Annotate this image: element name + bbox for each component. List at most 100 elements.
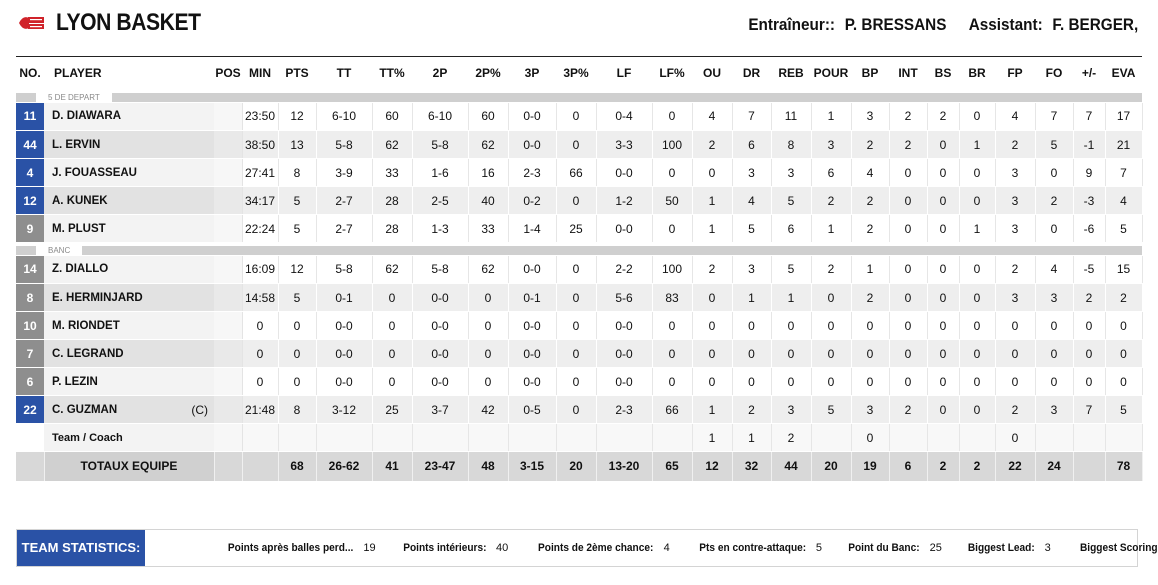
stat-cell: 0 bbox=[889, 186, 928, 215]
stat-cell: 0 bbox=[372, 367, 413, 396]
player-name-cell[interactable]: Z. DIALLO bbox=[44, 255, 214, 284]
stat-cell: 0 bbox=[468, 283, 509, 312]
team-stat-label: Pts en contre-attaque: bbox=[699, 542, 806, 554]
team-stat-item: Point du Banc: 25 bbox=[842, 542, 942, 554]
player-name-cell[interactable]: A. KUNEK bbox=[44, 186, 214, 215]
stat-cell: 42 bbox=[468, 395, 509, 424]
player-row[interactable]: 44 L. ERVIN 38:50 13 5-8 62 5-8 62 0-0 0 3-3 100 2 6 8… bbox=[16, 130, 1143, 159]
stat-cell: 100 bbox=[652, 130, 693, 159]
stat-cell: 28 bbox=[372, 186, 413, 215]
player-row[interactable]: 12 A. KUNEK 34:17 5 2-7 28 2-5 40 0-2 0 1-2 50 1 4 5 2 2… bbox=[16, 186, 1143, 215]
player-name[interactable]: A. KUNEK bbox=[52, 194, 108, 207]
stat-cell: 0-4 bbox=[596, 102, 653, 131]
stat-cell: 0 bbox=[771, 367, 812, 396]
jersey-number: 8 bbox=[16, 283, 44, 312]
stat-cell: 25 bbox=[372, 395, 413, 424]
player-row[interactable]: 4 J. FOUASSEAU 27:41 8 3-9 33 1-6 16 2-3 66 0-0 0 0 3… bbox=[16, 158, 1143, 187]
stat-cell: 1 bbox=[811, 102, 852, 131]
stat-cell: 0-0 bbox=[596, 311, 653, 340]
player-row[interactable]: 9 M. PLUST 22:24 5 2-7 28 1-3 33 1-4 25 0-0 0 1 5 6 1 2 0… bbox=[16, 214, 1143, 243]
stat-cell: 0 bbox=[995, 311, 1036, 340]
stat-cell: 23-47 bbox=[412, 451, 469, 481]
player-name[interactable]: M. PLUST bbox=[52, 222, 106, 235]
team-stat-value: 5 bbox=[815, 542, 823, 554]
player-name[interactable]: J. FOUASSEAU bbox=[52, 166, 137, 179]
stat-cell: 1 bbox=[851, 255, 890, 284]
position-cell bbox=[214, 395, 243, 424]
player-row[interactable]: 10 M. RIONDET 0 0 0-0 0 0-0 0 0-0 0 0-0 0 0 0 0 0 0 0 0 0 0 0… bbox=[16, 311, 1143, 340]
stat-cell: 2 bbox=[959, 451, 996, 481]
jersey-number: 10 bbox=[16, 311, 44, 340]
stat-cell: 2 bbox=[851, 130, 890, 159]
stat-cell bbox=[927, 423, 960, 452]
stat-cell: 0-1 bbox=[508, 283, 557, 312]
stat-cell: 62 bbox=[372, 255, 413, 284]
player-name[interactable]: E. HERMINJARD bbox=[52, 291, 143, 304]
column-header: TT% bbox=[372, 56, 412, 90]
stat-cell: 0-0 bbox=[412, 367, 469, 396]
stat-cell: 1 bbox=[959, 214, 996, 243]
stat-cell: -3 bbox=[1073, 186, 1106, 215]
stat-cell: 40 bbox=[468, 186, 509, 215]
stat-cell: 0-0 bbox=[508, 255, 557, 284]
stat-cell: 1 bbox=[771, 283, 812, 312]
stat-cell: 62 bbox=[372, 130, 413, 159]
stat-cell: 4 bbox=[851, 158, 890, 187]
stat-cell: 0 bbox=[556, 102, 597, 131]
player-row[interactable]: 11 D. DIAWARA 23:50 12 6-10 60 6-10 60 0-0 0 0-4 0 4… bbox=[16, 102, 1143, 131]
position-cell bbox=[214, 130, 243, 159]
player-row[interactable]: 7 C. LEGRAND 0 0 0-0 0 0-0 0 0-0 0 0-0 0 0 0 0 0 0 0 0 0 0 0 0… bbox=[16, 339, 1143, 368]
stat-cell bbox=[596, 423, 653, 452]
player-row[interactable]: 14 Z. DIALLO 16:09 12 5-8 62 5-8 62 0-0 0 2-2 100 2 3… bbox=[16, 255, 1143, 284]
player-row[interactable]: 8 E. HERMINJARD 14:58 5 0-1 0 0-0 0 0-1 0 5-6 83 0 1 1… bbox=[16, 283, 1143, 312]
stat-cell: 0 bbox=[468, 339, 509, 368]
column-header: OU bbox=[692, 56, 732, 90]
stat-cell bbox=[959, 423, 996, 452]
stat-cell: 3-9 bbox=[316, 158, 373, 187]
player-name-cell[interactable]: C. GUZMAN (C) bbox=[44, 395, 214, 424]
stat-cell: 0 bbox=[851, 423, 890, 452]
stat-cell: 0 bbox=[959, 283, 996, 312]
stat-cell: 14:58 bbox=[242, 283, 279, 312]
stat-cell: 0 bbox=[556, 339, 597, 368]
stat-cell: 2-3 bbox=[508, 158, 557, 187]
stat-cell: 0-0 bbox=[316, 311, 373, 340]
player-name-cell[interactable]: P. LEZIN bbox=[44, 367, 214, 396]
player-name-cell[interactable]: M. PLUST bbox=[44, 214, 214, 243]
player-name-cell[interactable]: M. RIONDET bbox=[44, 311, 214, 340]
stat-cell bbox=[242, 423, 279, 452]
player-name[interactable]: M. RIONDET bbox=[52, 319, 120, 332]
player-name-cell[interactable]: D. DIAWARA bbox=[44, 102, 214, 131]
stat-cell: 0-0 bbox=[596, 367, 653, 396]
stat-cell: 0 bbox=[692, 367, 733, 396]
player-name-cell[interactable]: E. HERMINJARD bbox=[44, 283, 214, 312]
player-row[interactable]: 22 C. GUZMAN (C) 21:48 8 3-12 25 3-7 42 0-5 0 2-3 66… bbox=[16, 395, 1143, 424]
column-header: PTS bbox=[278, 56, 316, 90]
player-name[interactable]: D. DIAWARA bbox=[52, 110, 121, 123]
stat-cell: -1 bbox=[1073, 130, 1106, 159]
stat-cell: 41 bbox=[372, 451, 413, 481]
stat-cell: 6-10 bbox=[316, 102, 373, 131]
stat-cell: 7 bbox=[732, 102, 772, 131]
player-name-cell[interactable]: C. LEGRAND bbox=[44, 339, 214, 368]
position-cell bbox=[214, 311, 243, 340]
stat-cell: 0 bbox=[959, 158, 996, 187]
column-header: INT bbox=[889, 56, 927, 90]
starters-section-header-cell: 5 DE DEPART bbox=[16, 90, 1142, 103]
stat-cell: 20 bbox=[556, 451, 597, 481]
player-name[interactable]: Z. DIALLO bbox=[52, 263, 109, 276]
player-name[interactable]: C. LEGRAND bbox=[52, 347, 124, 360]
player-name-cell[interactable]: L. ERVIN bbox=[44, 130, 214, 159]
stat-cell: 2 bbox=[732, 395, 772, 424]
player-name[interactable]: C. GUZMAN bbox=[52, 403, 118, 416]
stat-cell: 0 bbox=[278, 311, 317, 340]
player-row[interactable]: 6 P. LEZIN 0 0 0-0 0 0-0 0 0-0 0 0-0 0 0 0 0 0 0 0 0 0 0 0 0 0 bbox=[16, 367, 1143, 396]
stat-cell: 0 bbox=[927, 367, 960, 396]
player-name[interactable]: P. LEZIN bbox=[52, 375, 98, 388]
team-statistics-label: TEAM STATISTICS: bbox=[17, 530, 145, 566]
player-name[interactable]: L. ERVIN bbox=[52, 138, 101, 151]
team-stat-label: Biggest Lead: bbox=[967, 542, 1035, 554]
player-name-cell[interactable]: J. FOUASSEAU bbox=[44, 158, 214, 187]
stat-cell: 1 bbox=[692, 214, 733, 243]
stat-cell: 6 bbox=[889, 451, 928, 481]
